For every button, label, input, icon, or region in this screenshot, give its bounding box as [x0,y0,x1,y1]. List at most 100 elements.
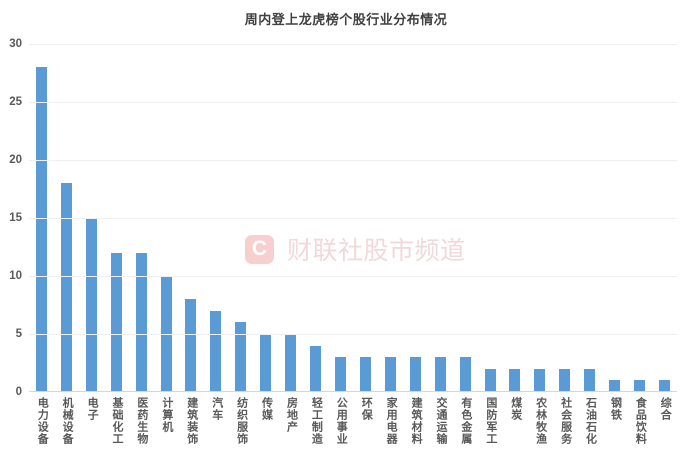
x-axis-label: 石油石化 [584,397,597,445]
bar-column [403,44,428,392]
y-axis-tick-label: 0 [15,386,22,398]
x-axis-label-cell: 食品饮料 [627,397,652,445]
bar-column [552,44,577,392]
x-axis-label: 电力设备 [36,397,49,445]
x-axis-label-cell: 机械设备 [54,397,79,445]
x-axis-label-cell: 传媒 [253,397,278,445]
x-axis-label-cell: 房地产 [278,397,303,445]
bar-column [353,44,378,392]
x-axis-label: 纺织服饰 [235,397,248,445]
bar-column [328,44,353,392]
x-axis-label: 轻工制造 [310,397,323,445]
x-axis-label: 环保 [360,397,373,421]
x-axis-label-cell: 计算机 [154,397,179,445]
x-axis-line [29,391,677,392]
x-axis-label-cell: 电力设备 [29,397,54,445]
x-axis-label-cell: 公用事业 [328,397,353,445]
x-axis-label-cell: 纺织服饰 [228,397,253,445]
bar [135,253,147,392]
bar [384,357,396,392]
bar-column [228,44,253,392]
bar [609,380,621,392]
chart-title: 周内登上龙虎榜个股行业分布情况 [244,12,448,27]
x-axis-label: 机械设备 [61,397,74,445]
x-axis-label: 交通运输 [434,397,447,445]
bar-column [652,44,677,392]
bar [634,380,646,392]
bar [559,369,571,392]
x-axis-label: 家用电器 [385,397,398,445]
x-axis-label: 计算机 [160,397,173,433]
x-axis-labels: 电力设备 机械设备 电子 基础化工 医药生物 计算机 建筑装饰 汽车 纺织服饰 传媒 房地产 轻工制造… [29,397,677,445]
x-axis-label: 国防军工 [484,397,497,445]
bar [260,334,272,392]
bar-column [203,44,228,392]
bar-column [453,44,478,392]
bar [60,183,72,392]
bar-column [378,44,403,392]
x-axis-label: 建筑材料 [410,397,423,445]
bar-column [503,44,528,392]
y-axis-tick-label: 20 [9,154,22,166]
x-axis-label: 钢铁 [609,397,622,421]
bar [110,253,122,392]
x-axis-label: 农林牧渔 [534,397,547,445]
bar-column [54,44,79,392]
x-axis-label: 传媒 [260,397,273,421]
y-axis-tick-label: 15 [9,212,22,224]
x-axis-label-cell: 建筑装饰 [179,397,204,445]
x-axis-label-cell: 煤炭 [503,397,528,445]
x-axis-label: 建筑装饰 [185,397,198,445]
plot-area [29,44,677,392]
bar-column [303,44,328,392]
gridline [29,334,677,335]
gridline [29,218,677,219]
x-axis-label: 房地产 [285,397,298,433]
bar-column [428,44,453,392]
bar-column [129,44,154,392]
x-axis-label: 煤炭 [509,397,522,421]
bar-column [278,44,303,392]
bar [534,369,546,392]
bar [210,311,222,392]
bar [409,357,421,392]
bar-column [179,44,204,392]
bar-column [602,44,627,392]
bars-group [29,44,677,392]
bar [310,346,322,392]
x-axis-label-cell: 交通运输 [428,397,453,445]
gridline [29,44,677,45]
bar-column [527,44,552,392]
x-axis-label-cell: 汽车 [203,397,228,445]
x-axis-label: 有色金属 [459,397,472,445]
x-axis-label-cell: 家用电器 [378,397,403,445]
x-axis-label-cell: 电子 [79,397,104,445]
bar [584,369,596,392]
x-axis-label-cell: 综合 [652,397,677,445]
x-axis-label-cell: 环保 [353,397,378,445]
bar [509,369,521,392]
bar-column [478,44,503,392]
bar [434,357,446,392]
y-axis-tick-label: 25 [9,96,22,108]
bar [285,334,297,392]
x-axis-label-cell: 建筑材料 [403,397,428,445]
y-axis-tick-label: 10 [9,270,22,282]
x-axis-label: 医药生物 [135,397,148,445]
y-axis-tick-label: 30 [9,38,22,50]
x-axis-label-cell: 基础化工 [104,397,129,445]
x-axis-label-cell: 医药生物 [129,397,154,445]
x-axis-label: 社会服务 [559,397,572,445]
bar [85,218,97,392]
bar [659,380,670,392]
x-axis-label: 综合 [659,397,672,421]
bar [35,67,47,392]
x-axis-label: 公用事业 [335,397,348,445]
x-axis-label-cell: 社会服务 [552,397,577,445]
gridline [29,102,677,103]
bar-column [79,44,104,392]
x-axis-label: 汽车 [210,397,223,421]
x-axis-label-cell: 钢铁 [602,397,627,445]
x-axis-label-cell: 国防军工 [478,397,503,445]
